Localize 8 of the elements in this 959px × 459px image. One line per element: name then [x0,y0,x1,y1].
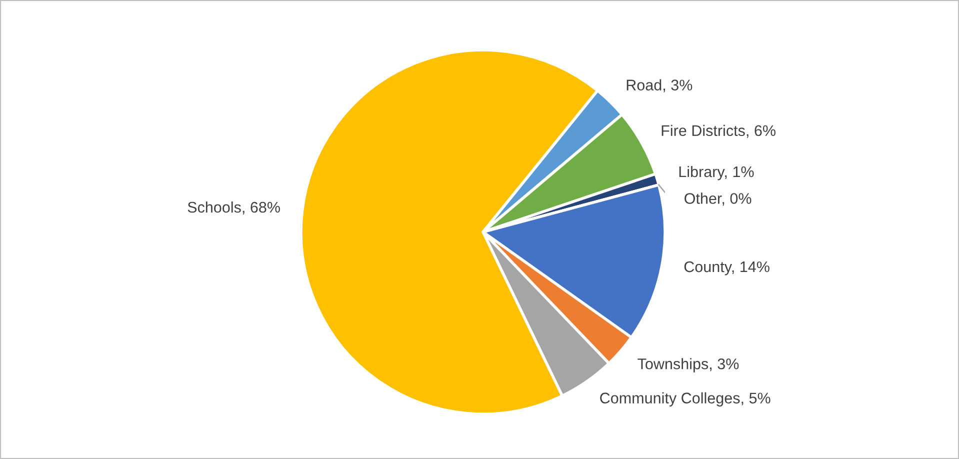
slice-label: Library, 1% [679,166,754,180]
slice-label: Road, 3% [626,79,692,92]
legend-label: Other, 0% [684,192,752,206]
slice-label: Community Colleges, 5% [600,392,770,407]
slice-label: Townships, 3% [638,358,739,372]
slice-label: County, 14% [684,261,770,276]
slice-label: Fire Districts, 6% [662,124,776,138]
slice-label: Schools, 68% [188,201,280,214]
